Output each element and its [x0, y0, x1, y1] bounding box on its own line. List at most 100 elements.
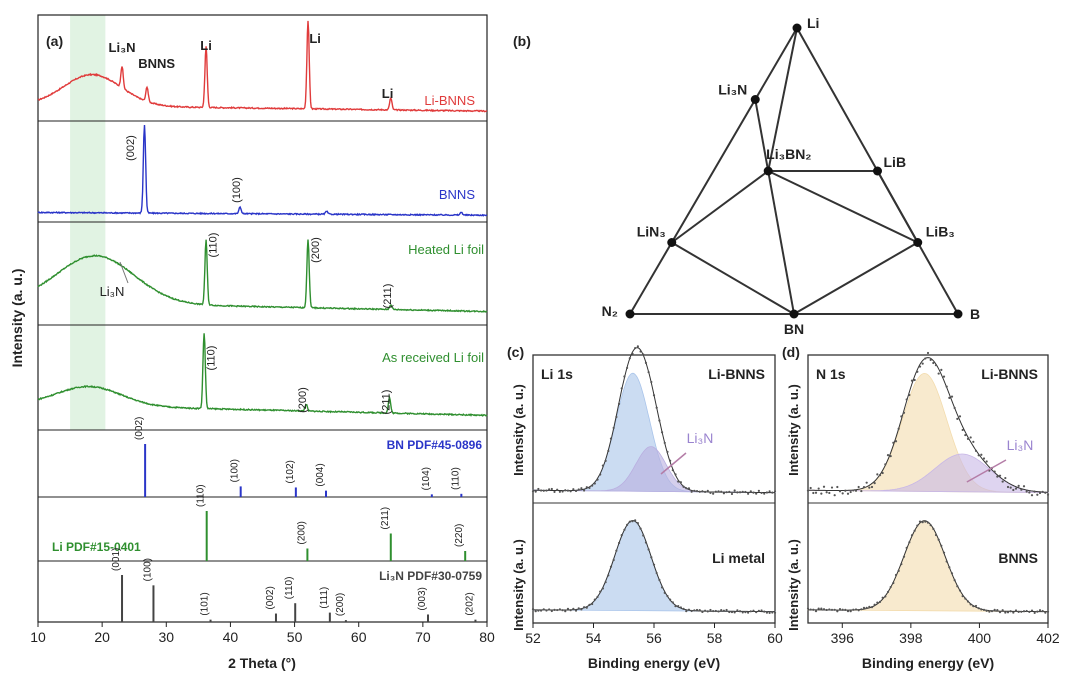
miller-index-label: (100)	[230, 459, 241, 482]
data-point	[894, 440, 898, 443]
data-point	[617, 541, 621, 545]
data-point	[854, 608, 858, 611]
data-point	[838, 607, 842, 611]
tie-line	[671, 170, 769, 244]
data-point	[701, 610, 704, 614]
panel-d: Li-BNNS Li₃N BNNS N 1s 396 398 400 402 Binding e…	[782, 344, 1060, 671]
data-point	[830, 486, 834, 489]
plot-frame	[807, 354, 1049, 624]
data-point	[884, 595, 887, 598]
data-point	[771, 611, 774, 614]
phase-point	[750, 95, 760, 104]
data-point	[926, 521, 930, 524]
highlight-band	[70, 15, 106, 121]
data-point	[687, 608, 691, 611]
data-point	[674, 605, 677, 608]
data-point	[977, 454, 980, 457]
data-point	[806, 489, 810, 492]
data-point	[644, 541, 648, 544]
data-point	[763, 492, 766, 495]
data-point	[905, 546, 908, 549]
data-point	[604, 459, 607, 463]
data-point	[969, 603, 972, 606]
x-tick-label: 396	[831, 630, 855, 646]
data-point	[577, 607, 580, 610]
xrd-trace	[37, 333, 488, 417]
data-point	[932, 361, 935, 365]
data-point	[836, 610, 839, 613]
data-point	[580, 487, 583, 490]
data-point	[703, 490, 707, 494]
data-point	[728, 610, 731, 614]
data-point	[728, 490, 731, 493]
phase-label: Li	[807, 15, 819, 31]
data-point	[588, 603, 591, 606]
data-point	[1022, 610, 1026, 613]
miller-index-label: (104)	[421, 467, 432, 490]
data-point	[712, 609, 715, 613]
x-tick-label: 70	[415, 629, 431, 645]
data-point	[990, 609, 994, 613]
data-point	[620, 534, 623, 537]
data-point	[814, 491, 818, 494]
data-point	[1041, 490, 1044, 493]
highlight-band	[70, 121, 106, 222]
data-point	[961, 428, 964, 432]
data-point	[905, 398, 908, 401]
data-point	[553, 608, 556, 612]
tie-line	[754, 99, 770, 172]
data-point	[892, 581, 895, 585]
data-point	[566, 607, 570, 610]
data-point	[809, 608, 812, 611]
data-point	[658, 419, 661, 422]
data-point	[1012, 611, 1015, 614]
data-point	[738, 491, 742, 494]
panel-label: (d)	[782, 344, 800, 360]
data-point	[682, 485, 685, 488]
phase-label: LiN₃	[637, 224, 666, 240]
phase-label: LiB₃	[926, 224, 955, 240]
data-point	[846, 610, 850, 613]
data-point	[921, 521, 924, 524]
reference-label: Li PDF#15-0401	[52, 540, 141, 554]
data-point	[889, 585, 892, 589]
data-point	[873, 603, 876, 606]
miller-index-label: (102)	[285, 460, 296, 483]
data-point	[886, 590, 890, 594]
data-point	[937, 538, 940, 541]
data-point	[956, 585, 959, 588]
data-point	[961, 594, 964, 598]
data-point	[634, 519, 637, 522]
data-point	[695, 608, 699, 612]
data-point	[671, 601, 674, 604]
data-point	[964, 597, 967, 600]
data-point	[685, 610, 688, 613]
data-point	[725, 608, 728, 612]
data-point	[985, 460, 988, 463]
data-point	[722, 492, 726, 495]
data-point	[738, 610, 742, 613]
xrd-trace	[37, 239, 488, 313]
data-point	[852, 489, 855, 492]
panel-b: Li N₂ B Li₃N Li₃BN₂ LiB LiN₃ LiB₃ BN (b)	[513, 15, 980, 337]
data-point	[996, 475, 999, 478]
data-point	[773, 490, 777, 493]
data-point	[730, 492, 734, 496]
data-point	[1036, 610, 1039, 613]
data-point	[841, 608, 844, 611]
data-point	[806, 607, 810, 610]
data-point	[542, 608, 545, 611]
data-point	[599, 473, 602, 476]
data-point	[564, 489, 567, 492]
data-point	[966, 437, 970, 440]
data-point	[548, 608, 551, 611]
data-point	[612, 426, 615, 429]
data-point	[631, 352, 634, 355]
data-point	[669, 459, 672, 462]
phase-point	[953, 309, 963, 319]
data-point	[825, 491, 828, 494]
data-point	[660, 431, 664, 434]
tie-line	[671, 241, 795, 315]
miller-index-label: (211)	[382, 284, 394, 309]
data-point	[998, 474, 1002, 477]
